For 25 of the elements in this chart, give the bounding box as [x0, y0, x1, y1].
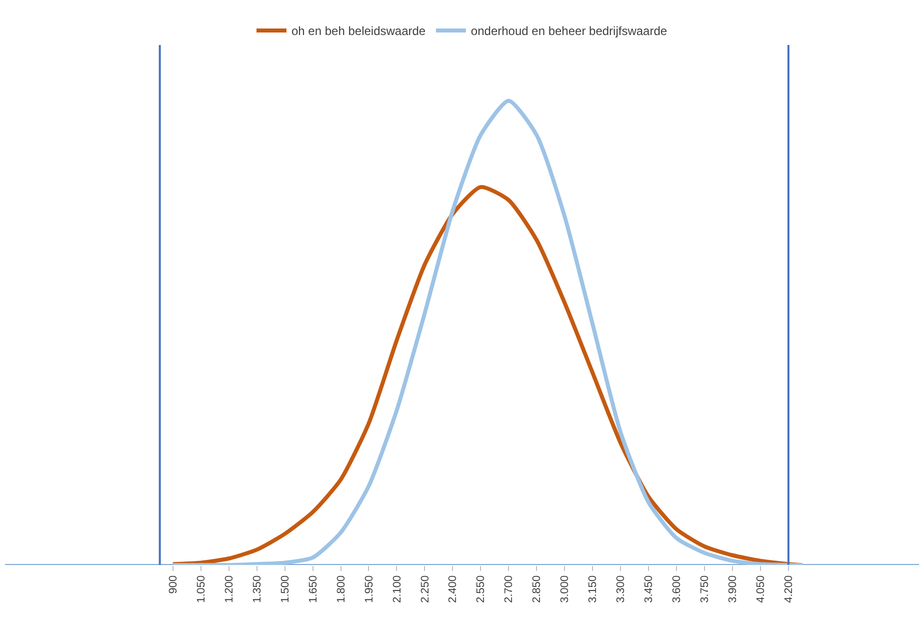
x-tick-label: 3.150: [587, 575, 600, 603]
x-tick-label: 1.050: [195, 575, 208, 603]
x-tick-label: 2.400: [447, 575, 460, 603]
x-tick-label: 2.850: [531, 575, 544, 603]
x-tick-label: 2.550: [475, 575, 488, 603]
x-tick-label: 1.800: [335, 575, 348, 603]
x-tick-label: 2.250: [419, 575, 432, 603]
x-tick-label: 4.050: [755, 575, 768, 603]
x-tick-label: 4.200: [783, 575, 796, 603]
x-tick-label: 3.600: [671, 575, 684, 603]
x-tick-label: 3.900: [727, 575, 740, 603]
x-tick-label: 900: [167, 575, 180, 594]
x-tick-label: 3.000: [559, 575, 572, 603]
x-tick-label: 3.300: [615, 575, 628, 603]
x-tick-label: 1.350: [251, 575, 264, 603]
legend-label: oh en beh beleidswaarde: [292, 24, 426, 38]
x-tick-label: 3.750: [699, 575, 712, 603]
x-tick-label: 1.500: [279, 575, 292, 603]
x-tick-label: 2.700: [503, 575, 516, 603]
x-tick-label: 1.650: [307, 575, 320, 603]
x-tick-label: 1.200: [223, 575, 236, 603]
x-tick-label: 2.100: [391, 575, 404, 603]
x-tick-label: 1.950: [363, 575, 376, 603]
legend-label: onderhoud en beheer bedrijfswaarde: [470, 24, 668, 38]
x-tick-label: 3.450: [643, 575, 656, 603]
